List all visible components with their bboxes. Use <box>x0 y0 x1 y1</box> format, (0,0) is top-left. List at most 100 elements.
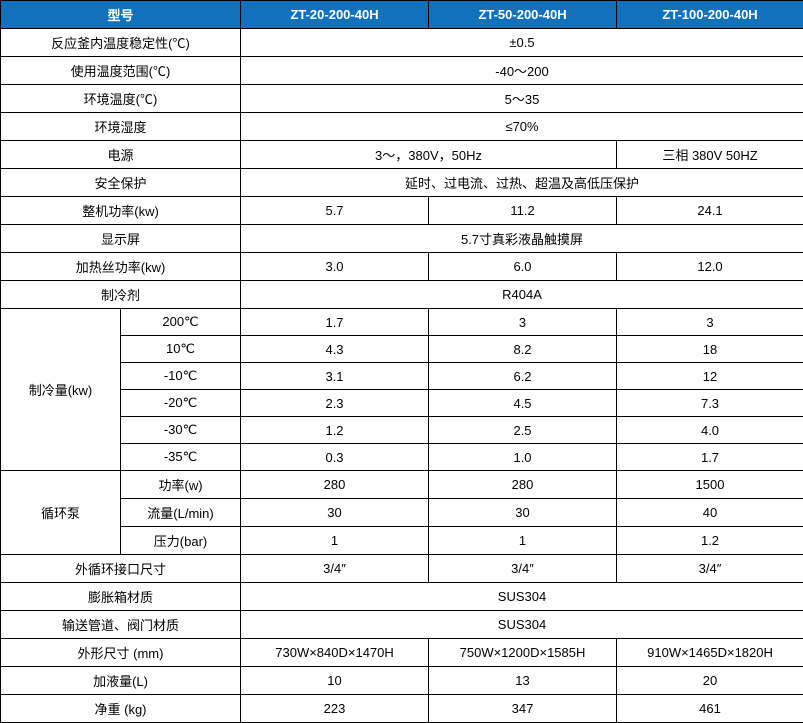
pump-value: 30 <box>241 499 429 527</box>
pump-value: 1500 <box>617 471 803 499</box>
table-row: 净重 (kg)223347461 <box>1 695 803 723</box>
cooling-temp: -30℃ <box>121 417 241 444</box>
row-cell: 3/4″ <box>241 555 429 583</box>
row-value: SUS304 <box>241 611 803 639</box>
row-value: ≤70% <box>241 113 803 141</box>
table-row: 环境温度(℃)5～35 <box>1 85 803 113</box>
row-cell: 223 <box>241 695 429 723</box>
cooling-value: 12 <box>617 363 803 390</box>
cooling-value: 1.7 <box>241 309 429 336</box>
row-label: 外循环接口尺寸 <box>1 555 241 583</box>
cooling-temp: -20℃ <box>121 390 241 417</box>
pump-value: 30 <box>429 499 617 527</box>
pump-value: 40 <box>617 499 803 527</box>
header-model-1: ZT-50-200-40H <box>429 1 617 29</box>
cooling-temp: 10℃ <box>121 336 241 363</box>
cooling-value: 2.3 <box>241 390 429 417</box>
cooling-value: 3 <box>617 309 803 336</box>
header-label: 型号 <box>1 1 241 29</box>
row-cell: 11.2 <box>429 197 617 225</box>
pump-row: 流量(L/min)303040 <box>1 499 803 527</box>
table-row: 膨胀箱材质SUS304 <box>1 583 803 611</box>
row-label: 环境温度(℃) <box>1 85 241 113</box>
table-row: 加热丝功率(kw)3.06.012.0 <box>1 253 803 281</box>
row-label: 加液量(L) <box>1 667 241 695</box>
pump-group-label: 循环泵 <box>1 471 121 555</box>
row-cell: 3/4″ <box>617 555 803 583</box>
header-model-2: ZT-100-200-40H <box>617 1 803 29</box>
pump-row: 循环泵功率(w)2802801500 <box>1 471 803 499</box>
cooling-temp: -10℃ <box>121 363 241 390</box>
pump-value: 280 <box>241 471 429 499</box>
row-value: -40～200 <box>241 57 803 85</box>
pump-param: 功率(w) <box>121 471 241 499</box>
row-label: 显示屏 <box>1 225 241 253</box>
row-value: 延时、过电流、过热、超温及高低压保护 <box>241 169 803 197</box>
table-header-row: 型号ZT-20-200-40HZT-50-200-40HZT-100-200-4… <box>1 1 803 29</box>
cooling-value: 4.5 <box>429 390 617 417</box>
row-cell: 13 <box>429 667 617 695</box>
row-cell: 20 <box>617 667 803 695</box>
row-value: 三相 380V 50HZ <box>617 141 803 169</box>
pump-value: 1 <box>429 527 617 555</box>
row-label: 加热丝功率(kw) <box>1 253 241 281</box>
header-model-0: ZT-20-200-40H <box>241 1 429 29</box>
table-row: 电源3～，380V，50Hz三相 380V 50HZ <box>1 141 803 169</box>
cooling-row: 10℃4.38.218 <box>1 336 803 363</box>
row-label: 整机功率(kw) <box>1 197 241 225</box>
row-cell: 6.0 <box>429 253 617 281</box>
table-row: 整机功率(kw)5.711.224.1 <box>1 197 803 225</box>
spec-table: 型号ZT-20-200-40HZT-50-200-40HZT-100-200-4… <box>0 0 803 723</box>
cooling-value: 2.5 <box>429 417 617 444</box>
row-label: 净重 (kg) <box>1 695 241 723</box>
cooling-row: 制冷量(kw)200℃1.733 <box>1 309 803 336</box>
cooling-value: 3.1 <box>241 363 429 390</box>
table-row: 安全保护延时、过电流、过热、超温及高低压保护 <box>1 169 803 197</box>
row-cell: 3/4″ <box>429 555 617 583</box>
table-row: 制冷剂R404A <box>1 281 803 309</box>
table-row: 显示屏5.7寸真彩液晶触摸屏 <box>1 225 803 253</box>
row-cell: 3.0 <box>241 253 429 281</box>
row-label: 输送管道、阀门材质 <box>1 611 241 639</box>
row-label: 电源 <box>1 141 241 169</box>
row-cell: 10 <box>241 667 429 695</box>
pump-value: 1 <box>241 527 429 555</box>
cooling-row: -20℃2.34.57.3 <box>1 390 803 417</box>
cooling-value: 1.0 <box>429 444 617 471</box>
pump-value: 1.2 <box>617 527 803 555</box>
row-cell: 910W×1465D×1820H <box>617 639 803 667</box>
table-row: 环境湿度≤70% <box>1 113 803 141</box>
cooling-value: 8.2 <box>429 336 617 363</box>
cooling-row: -10℃3.16.212 <box>1 363 803 390</box>
cooling-value: 7.3 <box>617 390 803 417</box>
row-cell: 5.7 <box>241 197 429 225</box>
row-cell: 347 <box>429 695 617 723</box>
row-cell: 12.0 <box>617 253 803 281</box>
cooling-value: 1.2 <box>241 417 429 444</box>
table-row: 使用温度范围(℃)-40～200 <box>1 57 803 85</box>
cooling-temp: -35℃ <box>121 444 241 471</box>
cooling-temp: 200℃ <box>121 309 241 336</box>
row-label: 环境湿度 <box>1 113 241 141</box>
row-label: 使用温度范围(℃) <box>1 57 241 85</box>
cooling-value: 4.3 <box>241 336 429 363</box>
row-cell: 750W×1200D×1585H <box>429 639 617 667</box>
cooling-row: -35℃0.31.01.7 <box>1 444 803 471</box>
cooling-value: 1.7 <box>617 444 803 471</box>
row-value: SUS304 <box>241 583 803 611</box>
pump-row: 压力(bar)111.2 <box>1 527 803 555</box>
cooling-value: 3 <box>429 309 617 336</box>
row-cell: 730W×840D×1470H <box>241 639 429 667</box>
table-row: 外循环接口尺寸3/4″3/4″3/4″ <box>1 555 803 583</box>
row-value: 5.7寸真彩液晶触摸屏 <box>241 225 803 253</box>
cooling-value: 4.0 <box>617 417 803 444</box>
row-label: 安全保护 <box>1 169 241 197</box>
row-value: 3～，380V，50Hz <box>241 141 617 169</box>
pump-param: 压力(bar) <box>121 527 241 555</box>
row-label: 制冷剂 <box>1 281 241 309</box>
table-row: 加液量(L)101320 <box>1 667 803 695</box>
row-label: 外形尺寸 (mm) <box>1 639 241 667</box>
table-row: 输送管道、阀门材质SUS304 <box>1 611 803 639</box>
pump-value: 280 <box>429 471 617 499</box>
row-label: 反应釜内温度稳定性(℃) <box>1 29 241 57</box>
